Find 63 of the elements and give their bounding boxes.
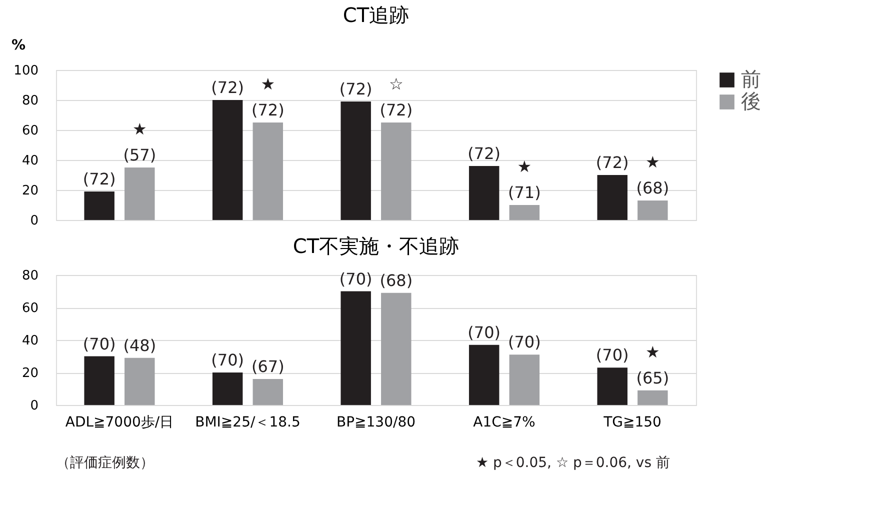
bar — [252, 379, 284, 405]
y-tick-label: 20 — [22, 184, 38, 198]
bar — [212, 100, 243, 220]
bar — [381, 292, 412, 405]
y-tick-label: 60 — [22, 301, 38, 316]
bar — [124, 358, 155, 405]
y-tick-label: 40 — [22, 154, 38, 168]
bar — [340, 291, 371, 405]
bar — [638, 390, 668, 405]
bar — [381, 122, 412, 220]
x-tick-label: ADL≧7000歩/日 — [65, 414, 174, 430]
y-tick-label: 80 — [22, 94, 38, 108]
annotation: ★ (57) — [123, 120, 156, 164]
annotation: (72) — [339, 80, 372, 98]
bar — [597, 368, 628, 405]
y-axis-title: % — [12, 38, 26, 54]
annotation: (70) — [339, 269, 372, 288]
annotation: (70) — [211, 350, 244, 370]
legend-label: 後 — [741, 89, 761, 113]
annotation: (72) — [211, 78, 244, 97]
bar — [212, 372, 243, 405]
legend-label: 前 — [741, 67, 761, 91]
annotation: (68) — [380, 270, 413, 290]
annotation: (70) — [508, 332, 541, 352]
y-tick-label: 0 — [30, 214, 38, 228]
x-tick-label: BMI≧25/＜18.5 — [195, 414, 300, 430]
annotation: ★ (65) — [636, 342, 670, 388]
annotation: ★ (71) — [508, 157, 541, 202]
annotation: (72) — [82, 170, 116, 188]
text: （評価症例数） — [56, 455, 154, 471]
y-tick-label: 0 — [30, 398, 38, 414]
y-tick-label: 60 — [22, 124, 38, 138]
annotation: (67) — [251, 357, 284, 376]
bar — [468, 344, 500, 405]
bar — [340, 102, 371, 220]
bar — [84, 192, 114, 220]
y-tick-label: 40 — [22, 334, 38, 348]
x-tick-label: TG≧150 — [602, 414, 662, 430]
annotation: (70) — [596, 346, 629, 365]
annotation: (72) — [468, 144, 501, 163]
y-tick-label: 80 — [22, 268, 38, 284]
bar — [252, 122, 284, 220]
bar — [638, 200, 668, 220]
x-tick-label: A1C≧7% — [473, 414, 536, 430]
chart-title: CT不実施・不追跡 — [292, 234, 460, 258]
x-tick-label: BP≧130/80 — [336, 414, 416, 430]
annotation: (48) — [123, 336, 156, 355]
annotation: (72) — [596, 153, 629, 172]
bar — [597, 175, 628, 220]
bar — [124, 168, 155, 220]
bar — [468, 166, 500, 220]
bar — [509, 354, 540, 405]
y-tick-label: 20 — [22, 366, 38, 381]
annotation: (70) — [468, 322, 501, 342]
bar — [84, 356, 114, 405]
annotation: ★ (72) — [251, 74, 284, 120]
bar — [509, 205, 540, 220]
text: ★ p＜0.05, ☆ p＝0.06, vs 前 — [476, 455, 670, 471]
y-tick-label: 100 — [14, 64, 38, 78]
annotation: ☆ (72) — [380, 74, 413, 120]
annotation: (70) — [82, 334, 116, 354]
annotation: ★ (68) — [636, 152, 670, 198]
chart-title: CT追跡 — [342, 3, 410, 27]
